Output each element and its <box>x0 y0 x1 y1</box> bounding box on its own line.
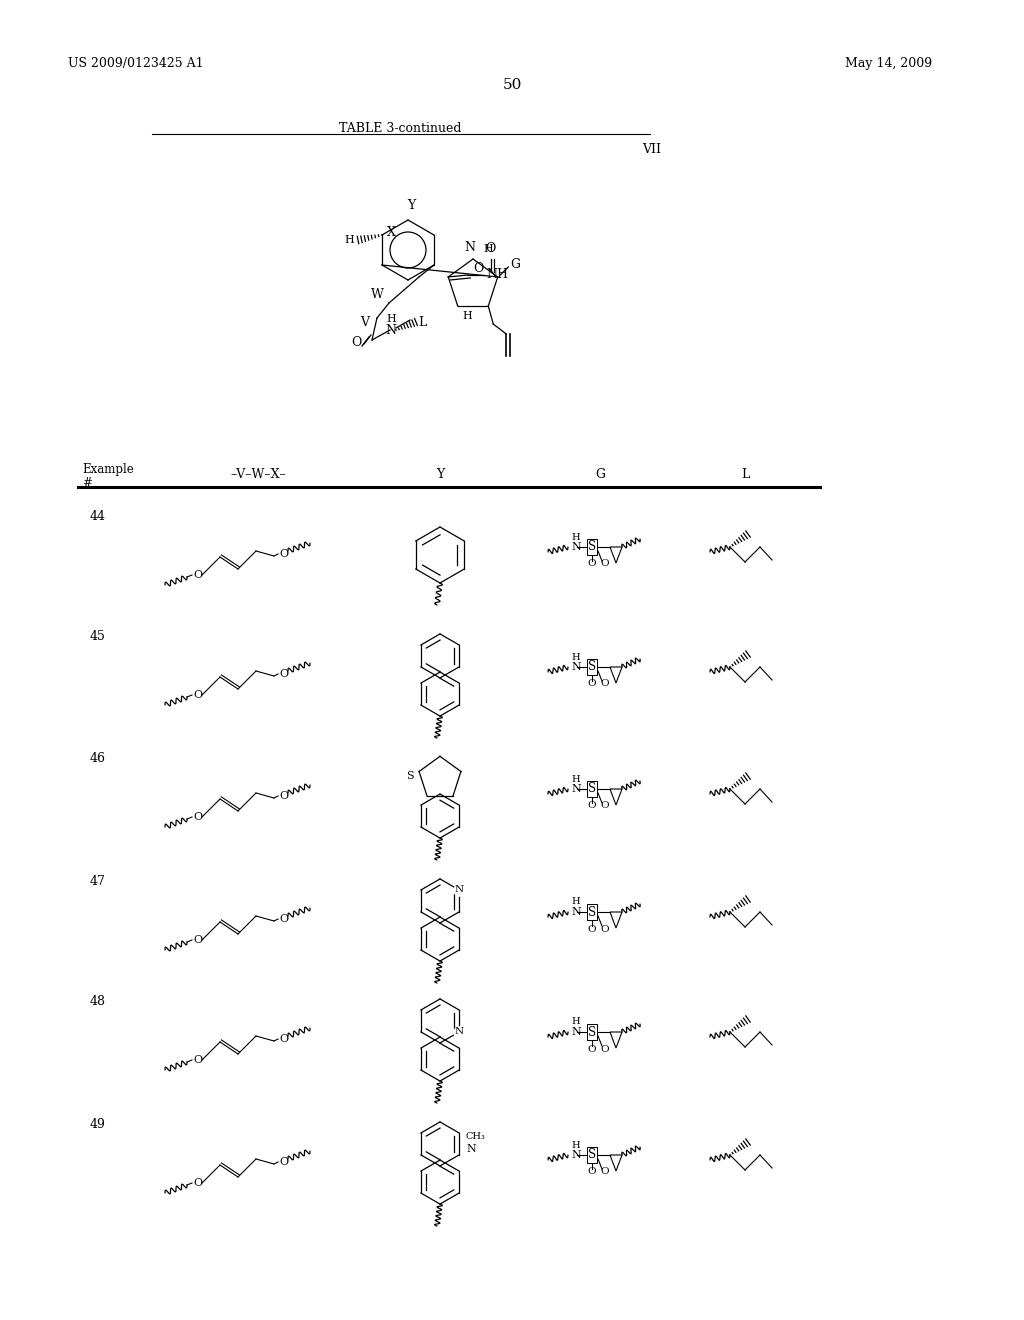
Text: N: N <box>571 784 581 795</box>
Text: O: O <box>588 1167 596 1176</box>
Text: N: N <box>466 1144 476 1154</box>
Text: May 14, 2009: May 14, 2009 <box>845 57 932 70</box>
Text: O: O <box>193 570 202 579</box>
Text: O: O <box>279 913 288 924</box>
Text: G: G <box>510 259 520 272</box>
Text: O: O <box>351 335 361 348</box>
Text: TABLE 3-continued: TABLE 3-continued <box>339 121 461 135</box>
Text: O: O <box>588 1044 596 1053</box>
Text: N: N <box>571 907 581 917</box>
Text: #: # <box>82 477 92 490</box>
Text: O: O <box>193 812 202 822</box>
Text: N: N <box>455 1027 464 1036</box>
Text: 50: 50 <box>503 78 521 92</box>
Text: O: O <box>473 263 483 276</box>
Text: N: N <box>571 1150 581 1160</box>
Text: O: O <box>601 924 609 933</box>
Text: Example: Example <box>82 463 134 477</box>
Text: W: W <box>371 289 384 301</box>
Text: CH₃: CH₃ <box>466 1133 485 1142</box>
Text: N: N <box>385 323 396 337</box>
Text: Y: Y <box>436 469 444 480</box>
Text: 49: 49 <box>90 1118 105 1131</box>
Text: 46: 46 <box>90 752 106 766</box>
Text: H: H <box>344 235 354 246</box>
Text: N: N <box>455 886 464 895</box>
Text: N: N <box>571 663 581 672</box>
Text: H: H <box>571 1018 580 1027</box>
Text: L: L <box>741 469 750 480</box>
Text: O: O <box>588 924 596 933</box>
Text: L: L <box>418 315 426 329</box>
Text: 45: 45 <box>90 630 105 643</box>
Text: H: H <box>483 244 493 253</box>
Text: O: O <box>588 560 596 569</box>
Text: O: O <box>601 560 609 569</box>
Text: S: S <box>588 1148 596 1162</box>
Text: O: O <box>588 801 596 810</box>
Text: H: H <box>571 775 580 784</box>
Text: S: S <box>588 783 596 796</box>
Text: N: N <box>571 543 581 552</box>
Text: O: O <box>279 669 288 678</box>
Text: –V–W–X–: –V–W–X– <box>230 469 286 480</box>
Text: O: O <box>601 1044 609 1053</box>
Text: O: O <box>601 1167 609 1176</box>
Text: S: S <box>588 540 596 553</box>
Text: O: O <box>193 1177 202 1188</box>
Text: V: V <box>360 317 369 330</box>
Text: S: S <box>588 906 596 919</box>
Text: H: H <box>571 652 580 661</box>
Text: NH: NH <box>486 268 508 281</box>
Text: S: S <box>588 660 596 673</box>
Text: H: H <box>386 314 396 323</box>
Text: 48: 48 <box>90 995 106 1008</box>
Text: H: H <box>571 1140 580 1150</box>
Text: N: N <box>571 1027 581 1038</box>
Text: H: H <box>463 312 472 321</box>
Text: O: O <box>279 549 288 558</box>
Text: US 2009/0123425 A1: US 2009/0123425 A1 <box>68 57 204 70</box>
Text: X: X <box>387 226 396 239</box>
Text: Y: Y <box>407 199 415 213</box>
Text: O: O <box>193 690 202 700</box>
Text: O: O <box>279 1158 288 1167</box>
Text: O: O <box>601 680 609 689</box>
Text: O: O <box>193 935 202 945</box>
Text: N: N <box>465 242 475 253</box>
Text: VII: VII <box>642 143 662 156</box>
Text: O: O <box>279 791 288 801</box>
Text: H: H <box>571 898 580 907</box>
Text: 44: 44 <box>90 510 106 523</box>
Text: O: O <box>485 242 496 255</box>
Text: G: G <box>595 469 605 480</box>
Text: H: H <box>571 532 580 541</box>
Text: 47: 47 <box>90 875 105 888</box>
Text: O: O <box>193 1055 202 1065</box>
Text: O: O <box>588 680 596 689</box>
Text: S: S <box>407 771 414 781</box>
Text: O: O <box>601 801 609 810</box>
Text: S: S <box>588 1026 596 1039</box>
Text: O: O <box>279 1034 288 1044</box>
